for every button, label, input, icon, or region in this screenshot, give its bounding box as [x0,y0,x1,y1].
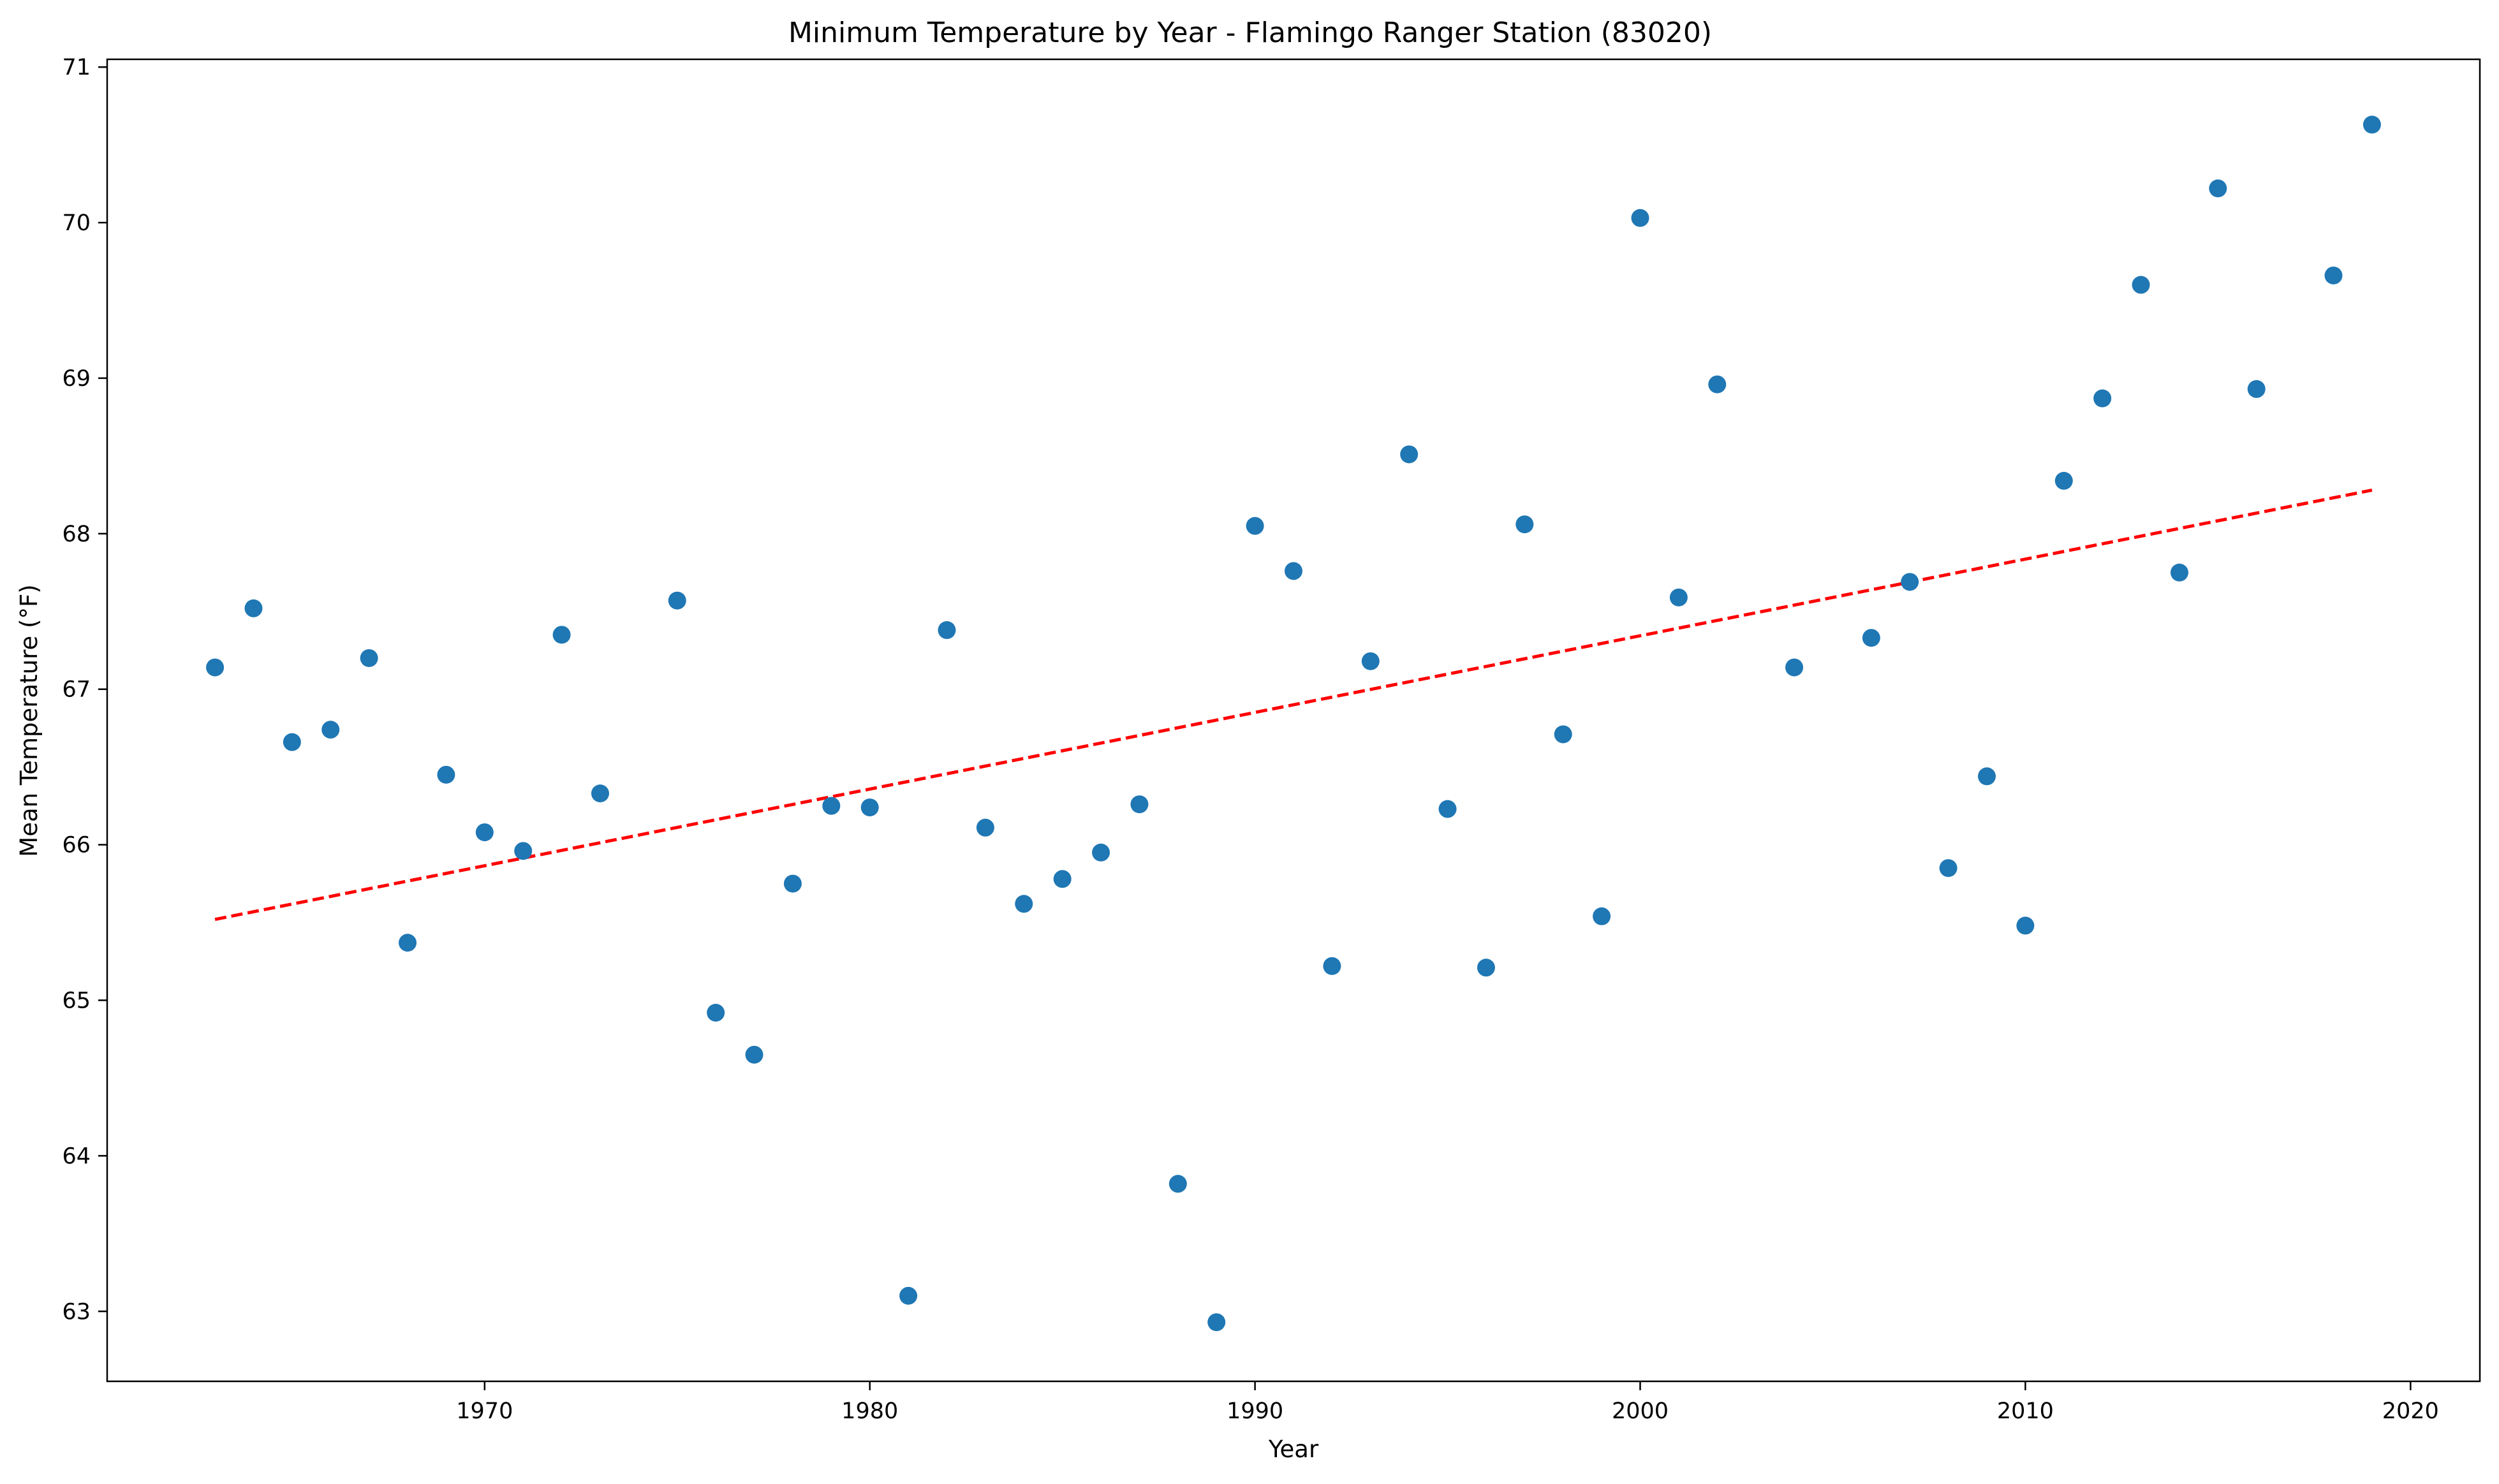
data-point [1285,562,1302,580]
data-point [1862,629,1880,647]
data-point [822,797,841,815]
data-point [1669,588,1688,606]
data-point [1939,859,1957,878]
data-point [2016,916,2035,935]
trendline [214,489,2373,922]
data-point [783,874,802,893]
data-point [2363,115,2381,134]
data-point [2054,471,2073,490]
data-point [1708,375,1727,393]
y-tick-label: 69 [62,366,91,392]
x-axis: 1970 1980 1990 2000 2010 2020 [456,1381,2439,1424]
y-tick-label: 67 [62,677,91,703]
plot-area [106,58,2481,1383]
data-point [938,621,956,640]
x-tick-label: 1970 [456,1399,513,1424]
data-point [1130,795,1149,814]
data-point [591,784,609,803]
data-point [2132,275,2150,294]
data-point [707,1003,725,1022]
x-axis-label: Year [1268,1436,1319,1463]
y-tick-label: 63 [62,1299,91,1325]
data-point [206,658,225,677]
x-tick-label: 1990 [1227,1399,1283,1424]
points-layer [206,115,2381,1332]
data-point [360,649,378,667]
data-point [2093,389,2112,408]
y-tick-label: 71 [62,55,91,80]
data-point [1361,652,1380,670]
data-point [2247,380,2266,399]
y-tick-label: 70 [62,210,91,236]
data-point [1554,725,1572,744]
data-point [2170,563,2188,582]
data-point [475,823,494,842]
data-point [2209,179,2227,198]
data-point [1092,843,1110,862]
axes-frame [106,58,2481,1383]
data-point [283,733,301,751]
data-point [1901,573,1919,591]
data-point [1438,800,1457,818]
data-point [1978,767,1996,786]
x-tick-label: 2020 [2382,1399,2439,1424]
y-axis: 63 64 65 66 67 68 69 70 71 [62,55,107,1325]
chart-title: Minimum Temperature by Year - Flamingo R… [788,17,1712,49]
data-point [1246,517,1264,535]
data-point [1631,209,1649,227]
data-point [899,1286,918,1305]
data-point [745,1045,763,1064]
data-point [1323,957,1341,975]
data-point [1168,1175,1187,1193]
data-point [437,765,455,784]
data-point [1400,445,1419,464]
y-axis-label: Mean Temperature (°F) [15,584,43,856]
data-point [860,798,879,817]
y-tick-label: 68 [62,522,91,547]
data-point [244,599,263,617]
data-point [321,721,340,739]
data-point [399,934,417,952]
data-point [1785,658,1804,677]
data-point [1477,959,1495,977]
y-tick-label: 64 [62,1143,91,1169]
data-point [2324,266,2343,284]
x-tick-label: 2000 [1612,1399,1669,1424]
y-tick-label: 66 [62,833,91,858]
trendline-layer [214,489,2373,922]
data-point [1593,907,1611,925]
data-point [1207,1313,1226,1332]
x-tick-label: 1980 [841,1399,898,1424]
data-point [1053,870,1072,888]
data-point [976,818,994,837]
data-point [668,591,686,610]
y-tick-label: 65 [62,988,91,1013]
data-point [514,842,533,860]
data-point [1515,515,1534,534]
x-tick-label: 2010 [1997,1399,2054,1424]
data-point [552,626,571,644]
data-point [1015,895,1033,913]
